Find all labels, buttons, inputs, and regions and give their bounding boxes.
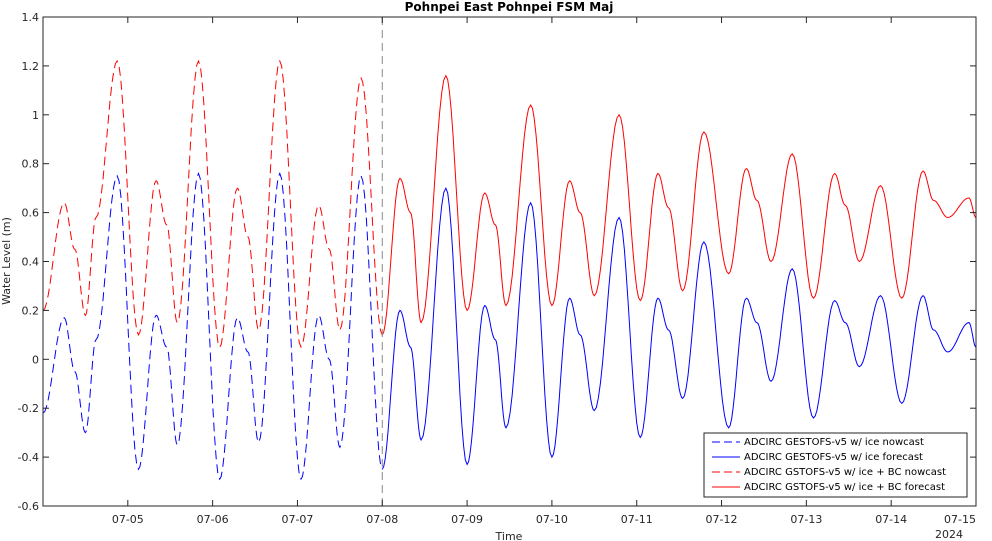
legend-box: [703, 432, 968, 498]
y-tick-label: 0.4: [22, 256, 40, 269]
x-year-label: 2024: [935, 528, 963, 541]
legend-label-0: ADCIRC GESTOFS-v5 w/ ice nowcast: [744, 437, 924, 448]
ticks-layer: -0.6 -0.4 -0.2 0 0.2 0.4 0.6 0.8 1 1.2 1.4 07-05 07-…: [18, 11, 977, 526]
x-tick-label: 07-09: [451, 513, 483, 526]
y-tick-label: 1.2: [22, 60, 40, 73]
x-tick-label: 07-11: [621, 513, 653, 526]
legend: ADCIRC GESTOFS-v5 w/ ice nowcast ADCIRC …: [703, 432, 968, 498]
y-tick-label: 0.8: [22, 158, 40, 171]
y-tick-label: 1.4: [22, 11, 40, 24]
x-tick-label: 07-08: [366, 513, 398, 526]
series-line-3: [381, 74, 977, 336]
y-tick-label: 0: [32, 353, 39, 366]
x-axis-label: Time: [495, 530, 523, 541]
x-tick-label: 07-06: [197, 513, 229, 526]
x-tick-label: 07-07: [281, 513, 313, 526]
x-tick-label: 07-12: [706, 513, 738, 526]
series-line-0: [42, 172, 383, 481]
y-axis-label: Water Level (m): [0, 217, 13, 305]
x-tick-label: 07-05: [112, 513, 144, 526]
y-tick-label: 1: [32, 109, 39, 122]
x-tick-label: 07-10: [536, 513, 568, 526]
y-tick-label: -0.2: [18, 402, 39, 415]
x-tick-label: 07-13: [790, 513, 822, 526]
y-tick-label: 0.2: [22, 304, 40, 317]
chart-title: Pohnpei East Pohnpei FSM Maj: [405, 0, 614, 14]
series-layer: [42, 59, 977, 481]
legend-label-3: ADCIRC GSTOFS-v5 w/ ice + BC forecast: [744, 482, 945, 493]
series-line-2: [42, 59, 383, 349]
y-tick-label: 0.6: [22, 207, 40, 220]
series-line-1: [381, 186, 977, 470]
plot-background: [43, 17, 976, 506]
y-tick-label: -0.4: [18, 451, 39, 464]
x-tick-label: 07-14: [875, 513, 907, 526]
legend-label-1: ADCIRC GESTOFS-v5 w/ ice forecast: [744, 452, 923, 463]
x-tick-label: 07-15: [944, 513, 976, 526]
legend-label-2: ADCIRC GSTOFS-v5 w/ ice + BC nowcast: [744, 467, 946, 478]
y-tick-label: -0.6: [18, 500, 39, 513]
